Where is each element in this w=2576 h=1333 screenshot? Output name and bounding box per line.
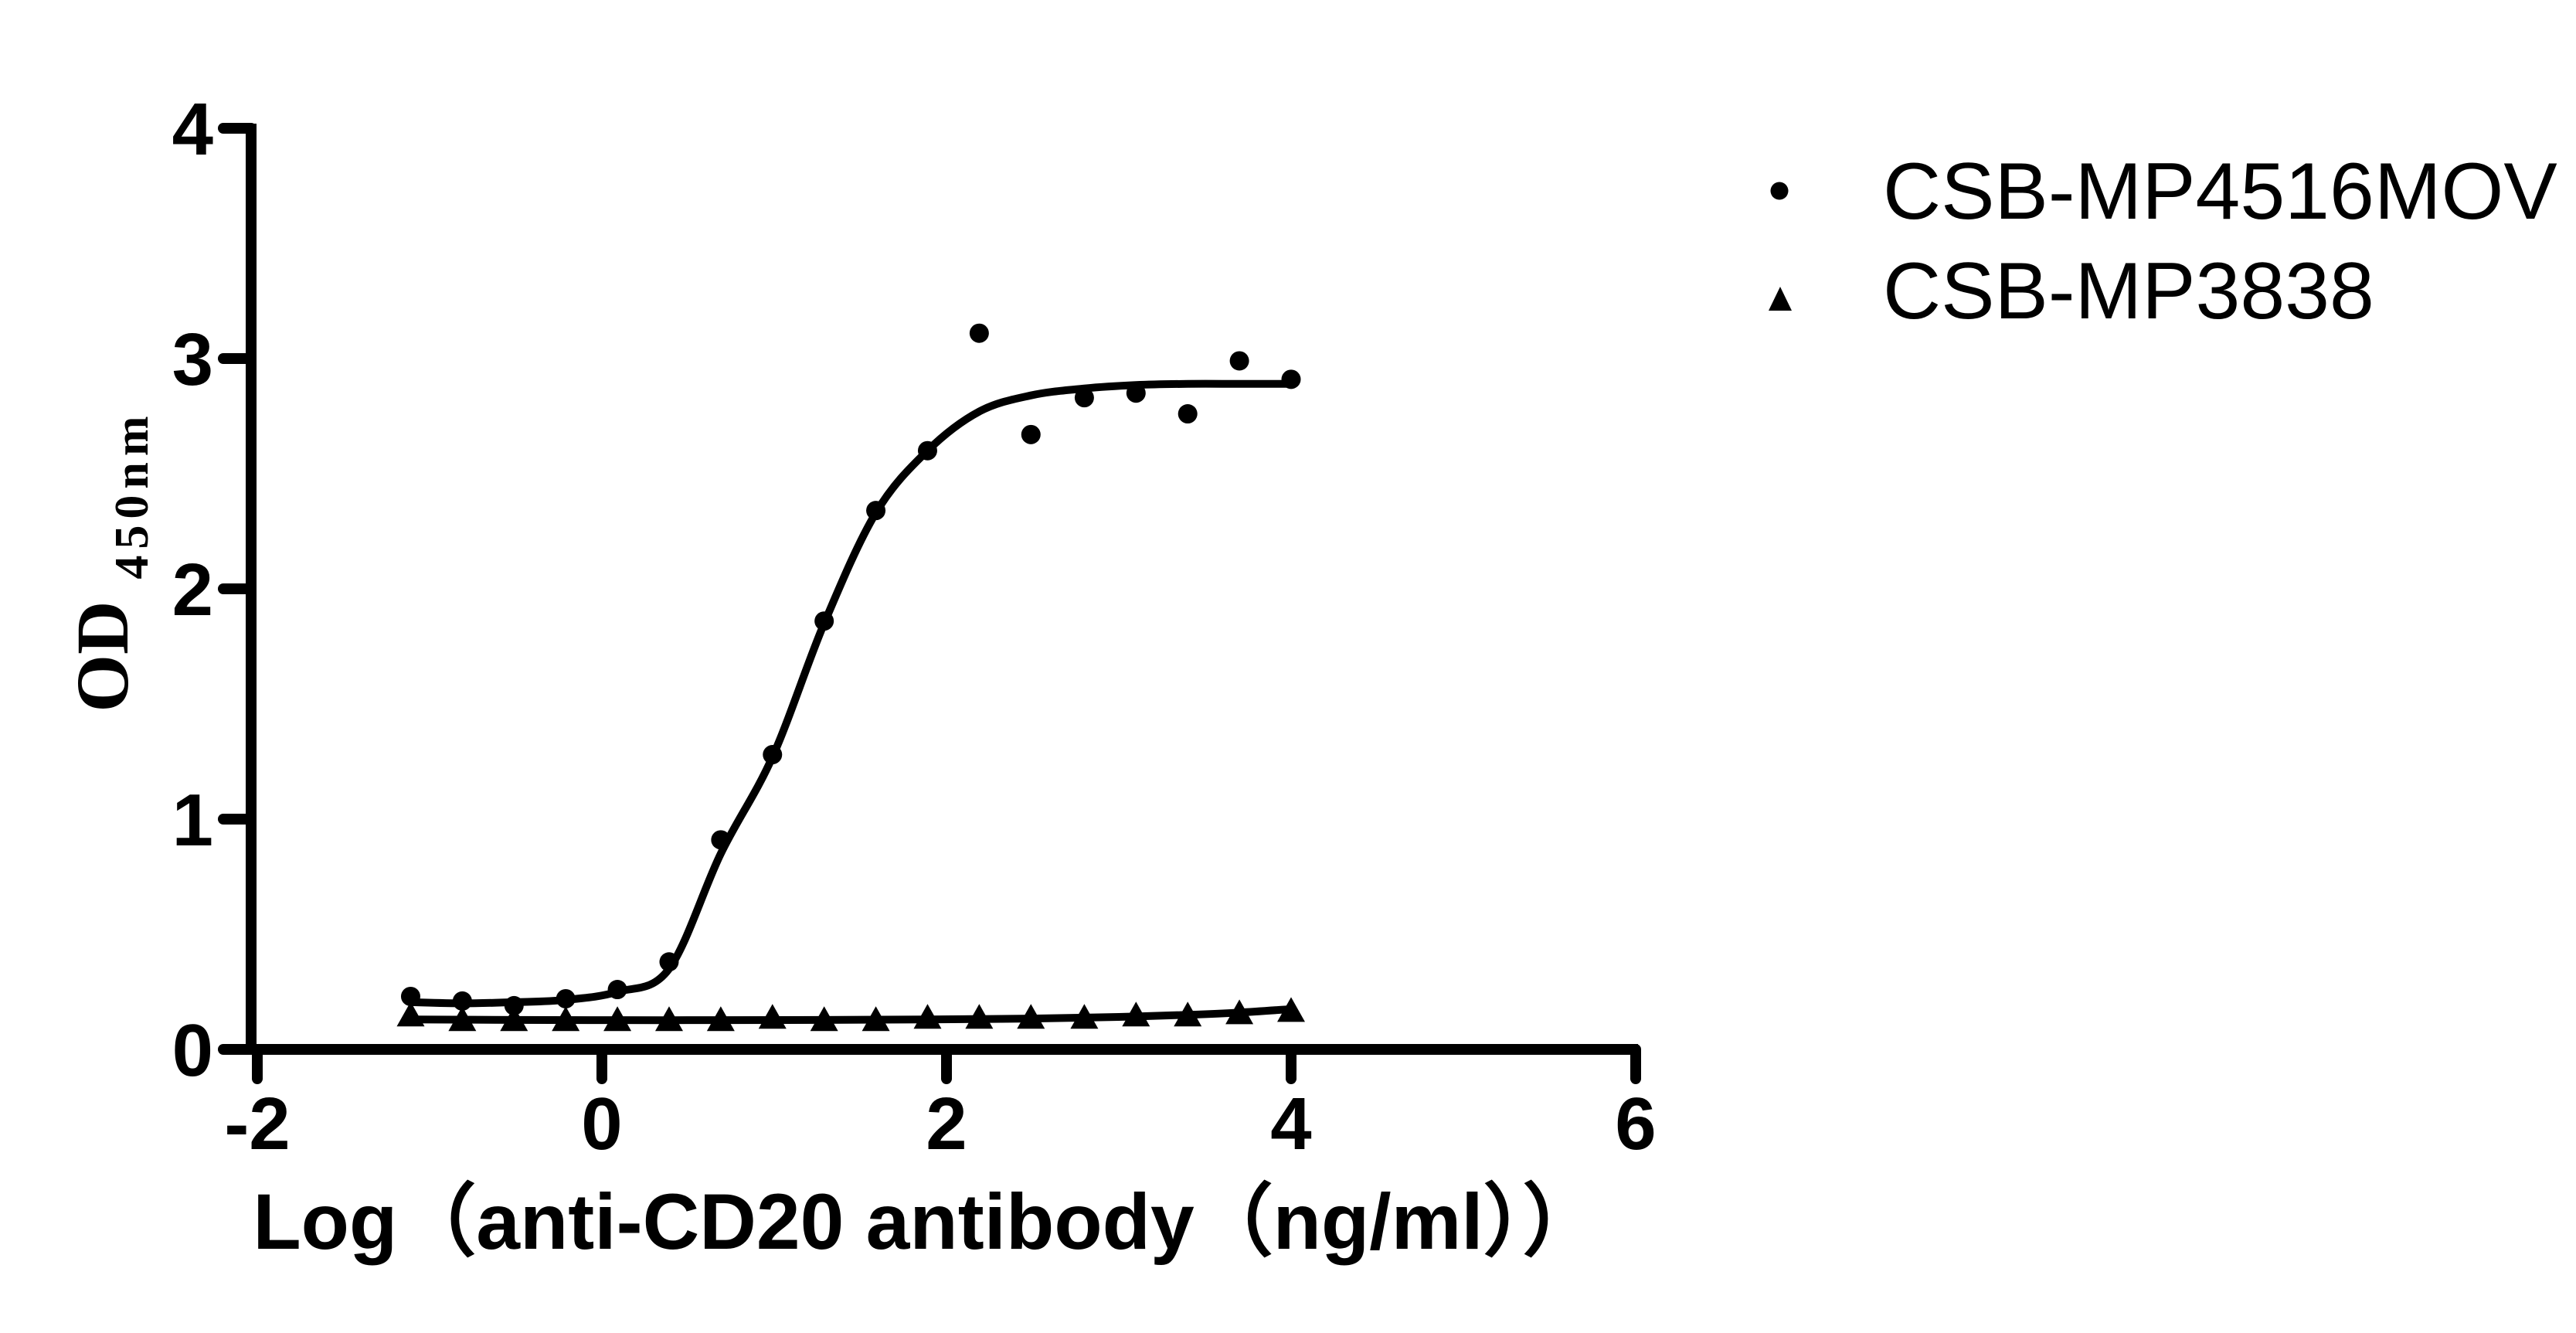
series-1-point-circle [504, 995, 524, 1015]
series-2-point-triangle [552, 1006, 580, 1032]
y-tick-label-4: 4 [172, 88, 213, 171]
series-2-point-triangle [1277, 997, 1305, 1022]
series-1-fit-curve [406, 379, 1295, 1008]
svg-text:OD 450nm: OD 450nm [61, 410, 158, 712]
x-tick-label-4: 4 [1270, 1083, 1311, 1165]
series-1-point-circle [814, 611, 834, 631]
series-1-point-circle [1021, 424, 1041, 444]
series-1-point-circle [1126, 383, 1146, 403]
series-1-point-circle [763, 745, 783, 765]
x-tick-label-0: 0 [581, 1083, 622, 1165]
series-2-point-triangle [810, 1006, 838, 1032]
y-tick-label-3: 3 [172, 318, 213, 401]
series-1-point-circle [1229, 351, 1249, 371]
series-2-point-triangle [1070, 1004, 1099, 1029]
y-axis-title-subscript: 450nm [106, 410, 158, 579]
series-1-point-circle [866, 501, 886, 521]
series-2-point-triangle [1225, 999, 1254, 1025]
series-2-point-triangle [500, 1006, 528, 1032]
y-tick-label-0: 0 [172, 1009, 213, 1092]
legend-triangle-icon [1769, 287, 1792, 311]
series-2-point-triangle [861, 1006, 890, 1032]
series-2-fit-curve [406, 1005, 1295, 1025]
series-2-point-triangle [1174, 1001, 1202, 1027]
series-1-point-circle [400, 986, 420, 1006]
series-1-point-circle [452, 991, 472, 1011]
series-2-point-triangle [965, 1004, 994, 1029]
y-axis-title: OD 450nm [61, 410, 158, 712]
series-2-point-triangle [758, 1004, 787, 1029]
series-1-point-circle [969, 323, 989, 343]
series-2-point-triangle [913, 1004, 942, 1029]
y-tick-label-2: 2 [172, 549, 213, 631]
series-2-point-triangle [396, 1001, 425, 1027]
series-1-point-circle [917, 440, 937, 461]
series-2-point-triangle [706, 1006, 735, 1032]
y-axis-title-main: OD [61, 601, 144, 712]
series-1-point-circle [1074, 388, 1094, 408]
x-axis-title: Log（anti-CD20 antibody（ng/ml）） [253, 1178, 1601, 1266]
data-series [396, 323, 1305, 1032]
x-tick-label--2: -2 [224, 1083, 290, 1165]
series-2-point-triangle [1017, 1004, 1045, 1029]
series-1-point-circle [556, 988, 576, 1008]
series-1-point-circle [1178, 404, 1198, 424]
legend-label-series-1: CSB-MP4516MOV [1883, 147, 2557, 236]
legend-circle-icon [1770, 182, 1789, 200]
series-2-point-triangle [603, 1006, 632, 1032]
legend-label-series-2: CSB-MP3838 [1883, 247, 2374, 336]
series-1-point-circle [659, 952, 679, 972]
series-1-point-circle [711, 830, 731, 850]
series-1-point-circle [607, 980, 627, 1000]
series-2-point-triangle [654, 1006, 683, 1032]
series-2-point-triangle [448, 1006, 477, 1032]
series-1-point-circle [1281, 369, 1301, 389]
series-2-point-triangle [1122, 1001, 1150, 1027]
x-tick-label-2: 2 [926, 1083, 967, 1165]
y-tick-label-1: 1 [172, 779, 213, 862]
legend: CSB-MP4516MOV CSB-MP3838 [1769, 147, 2557, 336]
x-tick-label-6: 6 [1615, 1083, 1656, 1165]
